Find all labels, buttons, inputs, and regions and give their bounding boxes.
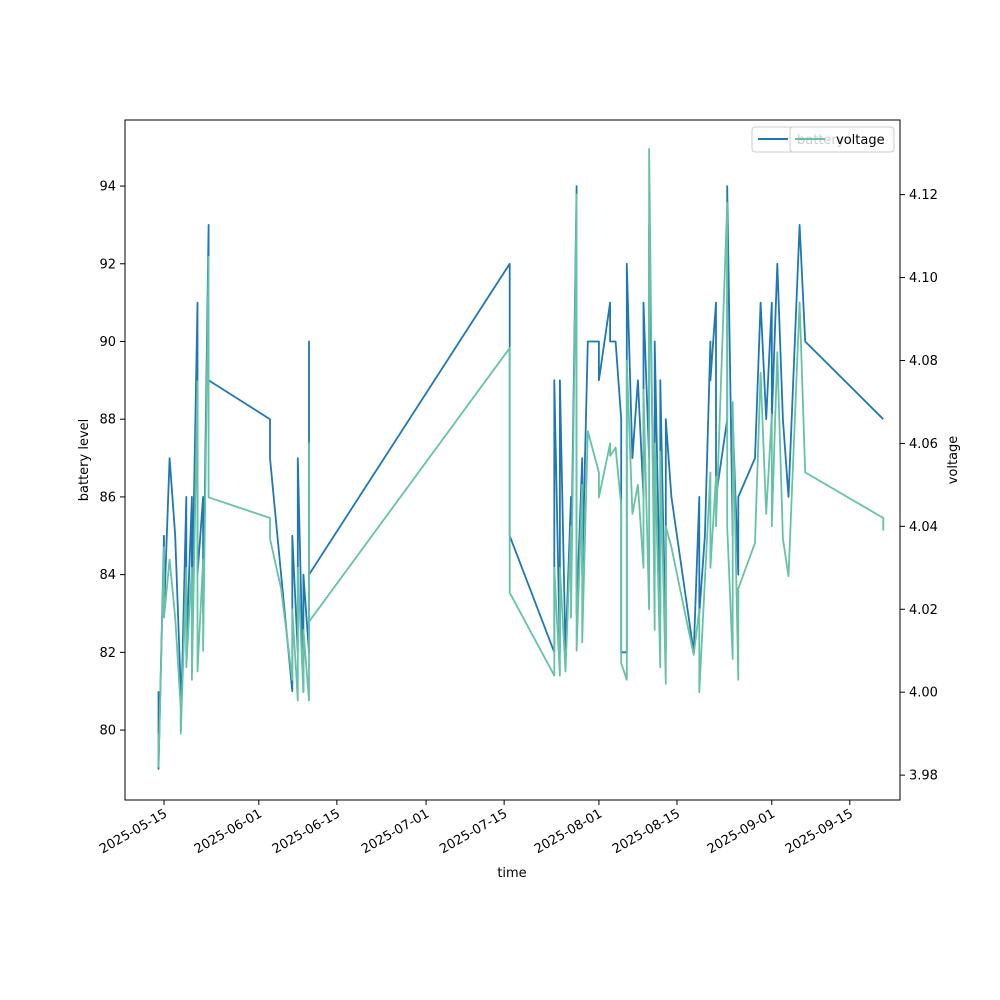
x-tick-label: 2025-09-01	[705, 806, 778, 857]
x-tick-label: 2025-08-01	[532, 806, 605, 857]
y-axis-right: 3.98 4.00 4.02 4.04 4.06 4.08 4.10 4.12	[900, 188, 938, 784]
y-axis-left: 80 82 84 86 88 90 92 94	[99, 180, 125, 739]
y-tick-label: 94	[99, 180, 116, 195]
x-tick-label: 2025-05-15	[97, 806, 170, 857]
y2-tick-label: 4.12	[909, 188, 938, 203]
y-axis-label: battery level	[77, 419, 92, 502]
y2-tick-label: 4.10	[909, 271, 938, 286]
x-axis: 2025-05-15 2025-06-01 2025-06-15 2025-07-01…	[97, 800, 856, 857]
y2-tick-label: 4.04	[909, 520, 938, 535]
y-tick-label: 86	[99, 490, 116, 505]
x-tick-label: 2025-06-15	[270, 806, 343, 857]
x-tick-label: 2025-09-15	[783, 806, 856, 857]
x-tick-label: 2025-07-01	[359, 806, 432, 857]
plot-area-frame	[124, 119, 901, 801]
legend-voltage-box	[789, 126, 895, 153]
y2-tick-label: 4.06	[909, 437, 938, 452]
y-tick-label: 82	[99, 646, 116, 661]
legend-voltage-label: voltage	[836, 133, 885, 148]
y-tick-label: 88	[99, 413, 116, 428]
y-tick-label: 80	[99, 724, 116, 739]
x-tick-label: 2025-06-01	[192, 806, 265, 857]
legend-voltage: voltage	[789, 126, 895, 153]
y2-tick-label: 4.02	[909, 603, 938, 618]
x-axis-label: time	[497, 866, 526, 881]
series-line-battery	[157, 185, 884, 770]
series-line-voltage	[157, 148, 885, 768]
y-tick-label: 90	[99, 335, 116, 350]
series-layer	[157, 148, 885, 770]
y2-tick-label: 3.98	[909, 769, 938, 784]
y2-tick-label: 4.00	[909, 686, 938, 701]
y-tick-label: 92	[99, 257, 116, 272]
x-tick-label: 2025-07-15	[437, 806, 510, 857]
x-tick-label: 2025-08-15	[610, 806, 683, 857]
y2-tick-label: 4.08	[909, 354, 938, 369]
y-tick-label: 84	[99, 568, 116, 583]
y2-axis-label: voltage	[946, 436, 961, 485]
